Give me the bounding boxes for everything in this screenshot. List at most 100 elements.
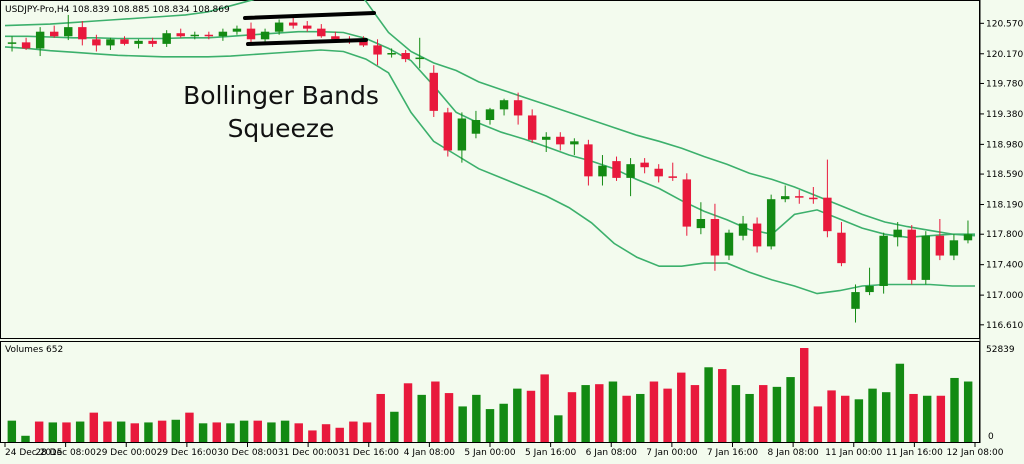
price-tick-label: 119.380	[986, 110, 1023, 120]
price-tick-label: 116.610	[986, 321, 1023, 331]
volume-bar	[963, 381, 973, 442]
volume-max-label: 52839	[986, 345, 1015, 355]
candle	[429, 65, 438, 117]
candle	[274, 19, 284, 35]
time-tick-label: 11 Jan 16:00	[886, 448, 943, 458]
candle-body	[429, 72, 438, 111]
candle	[288, 16, 298, 29]
time-tick-label: 12 Jan 08:00	[947, 448, 1004, 458]
candle-body	[907, 229, 916, 280]
volume-bar	[362, 422, 372, 442]
volume-bar	[48, 422, 58, 442]
candle-body	[176, 33, 185, 37]
squeeze-marker-lower	[246, 38, 368, 46]
candle	[935, 218, 945, 261]
time-tick-label: 7 Jan 00:00	[646, 448, 698, 458]
candle	[92, 34, 101, 52]
candle	[415, 37, 424, 69]
volume-bar	[608, 381, 618, 442]
candle-body	[513, 100, 523, 116]
candle-body	[359, 40, 368, 46]
volume-bar	[157, 420, 167, 442]
candle	[907, 225, 916, 285]
candle	[752, 217, 762, 253]
candle	[246, 22, 256, 44]
volume-bar	[663, 388, 672, 442]
volume-bar	[677, 372, 686, 442]
candle	[499, 98, 509, 116]
volume-bar	[294, 423, 303, 442]
candle-body	[668, 176, 677, 178]
candle-body	[851, 292, 860, 309]
volume-bar	[444, 393, 454, 442]
candle-body	[795, 196, 804, 198]
candle	[7, 36, 17, 52]
candle-body	[134, 40, 143, 44]
volume-bar	[212, 422, 221, 442]
candle	[781, 185, 790, 203]
candle-body	[724, 232, 734, 256]
volume-bar	[239, 420, 249, 442]
candle-body	[317, 28, 326, 37]
candle	[317, 24, 326, 38]
candle-body	[612, 161, 621, 178]
volume-bar	[526, 390, 536, 442]
volume-bar	[731, 385, 741, 442]
volume-bar	[267, 422, 276, 442]
candle-body	[781, 196, 790, 200]
candle	[865, 267, 874, 296]
volume-bar	[840, 395, 850, 442]
candle-body	[106, 39, 115, 46]
volume-bar	[499, 403, 508, 442]
candle-body	[303, 25, 312, 29]
candle-body	[963, 234, 973, 241]
candle	[837, 222, 846, 267]
volume-bar	[130, 423, 140, 442]
candle	[570, 138, 579, 156]
volume-bar	[34, 421, 44, 442]
volume-bar	[321, 424, 331, 442]
candle-body	[542, 136, 551, 140]
volume-bar	[472, 394, 481, 442]
volume-bar	[936, 395, 946, 442]
volume-bar	[759, 385, 768, 442]
price-tick-label: 117.000	[986, 291, 1023, 301]
candle-body	[710, 218, 720, 256]
volume-zero-label: 0	[988, 432, 994, 442]
candle-body	[162, 33, 171, 44]
candle	[190, 31, 199, 40]
annotation-line2: Squeeze	[228, 114, 335, 143]
candle	[851, 284, 860, 323]
candle-body	[640, 162, 649, 168]
candle-body	[148, 40, 157, 44]
volume-bar	[226, 423, 235, 442]
volume-bar	[308, 430, 317, 442]
candle-body	[401, 53, 410, 60]
candle-body	[752, 223, 762, 247]
volume-bar	[813, 406, 823, 442]
price-tick-label: 120.570	[986, 19, 1023, 29]
candle	[373, 39, 382, 66]
volume-bar	[881, 392, 891, 442]
candle-body	[7, 42, 17, 44]
volume-bar	[198, 423, 208, 442]
candle	[387, 48, 396, 58]
candle	[527, 109, 537, 143]
candle	[612, 156, 621, 181]
candle-body	[443, 112, 453, 151]
candle	[78, 21, 87, 46]
candle-body	[499, 100, 509, 110]
volume-bar	[540, 374, 549, 442]
time-tick-label: 29 Dec 16:00	[157, 448, 218, 458]
candle	[696, 202, 706, 235]
time-tick-label: 31 Dec 00:00	[278, 448, 339, 458]
candle	[162, 30, 171, 47]
candle-body	[654, 168, 663, 177]
volume-bar	[827, 390, 836, 442]
volume-bar	[485, 409, 495, 442]
candle	[303, 21, 312, 32]
price-tick-label: 120.170	[986, 50, 1023, 60]
